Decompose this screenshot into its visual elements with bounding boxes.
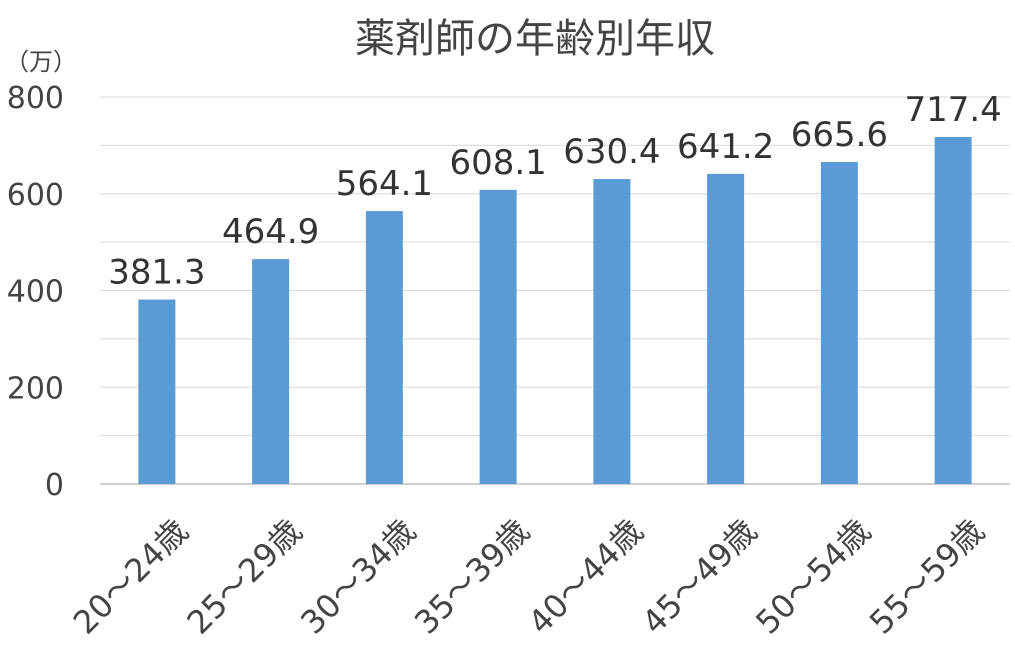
- data-label: 381.3: [108, 253, 205, 293]
- y-tick-label: 800: [7, 81, 64, 116]
- bar: [707, 173, 745, 484]
- x-tick-layer: 20～24歳25～29歳30～34歳35～39歳40～44歳45～49歳50～5…: [66, 512, 992, 642]
- x-tick-label: 30～34歳: [293, 512, 423, 642]
- x-tick-label: 45～49歳: [635, 512, 765, 642]
- data-label: 608.1: [449, 143, 546, 183]
- x-tick-label: 50～54歳: [748, 512, 878, 642]
- y-tick-label: 400: [7, 275, 64, 310]
- bar-layer: [138, 136, 972, 485]
- bar: [479, 189, 517, 485]
- x-tick-label: 40～44歳: [521, 512, 651, 642]
- bar: [820, 162, 858, 485]
- bar: [593, 179, 631, 484]
- data-label-layer: 381.3 464.9 564.1 608.1 630.4 641.2 665.6 717.4: [108, 90, 1002, 293]
- bar: [138, 299, 176, 484]
- data-label: 464.9: [222, 212, 319, 252]
- x-tick-label: 55～59歳: [862, 512, 992, 642]
- data-label: 641.2: [677, 127, 774, 167]
- x-tick-label: 20～24歳: [66, 512, 196, 642]
- y-unit-label: （万）: [5, 48, 77, 76]
- x-tick-label: 35～39歳: [407, 512, 537, 642]
- data-label: 665.6: [791, 115, 888, 155]
- x-tick-label: 25～29歳: [180, 512, 310, 642]
- y-tick-label: 0: [45, 468, 64, 503]
- chart-title: 薬剤師の年齢別年収: [355, 16, 715, 62]
- y-tick-label: 600: [7, 178, 64, 213]
- data-label: 564.1: [336, 164, 433, 204]
- bar: [365, 211, 403, 484]
- bar: [934, 136, 972, 484]
- data-label: 630.4: [563, 132, 660, 172]
- bar: [252, 259, 290, 484]
- data-label: 717.4: [904, 90, 1001, 130]
- y-tick-label: 200: [7, 371, 64, 406]
- grid-layer: 0 200 400 600 800: [7, 81, 1010, 503]
